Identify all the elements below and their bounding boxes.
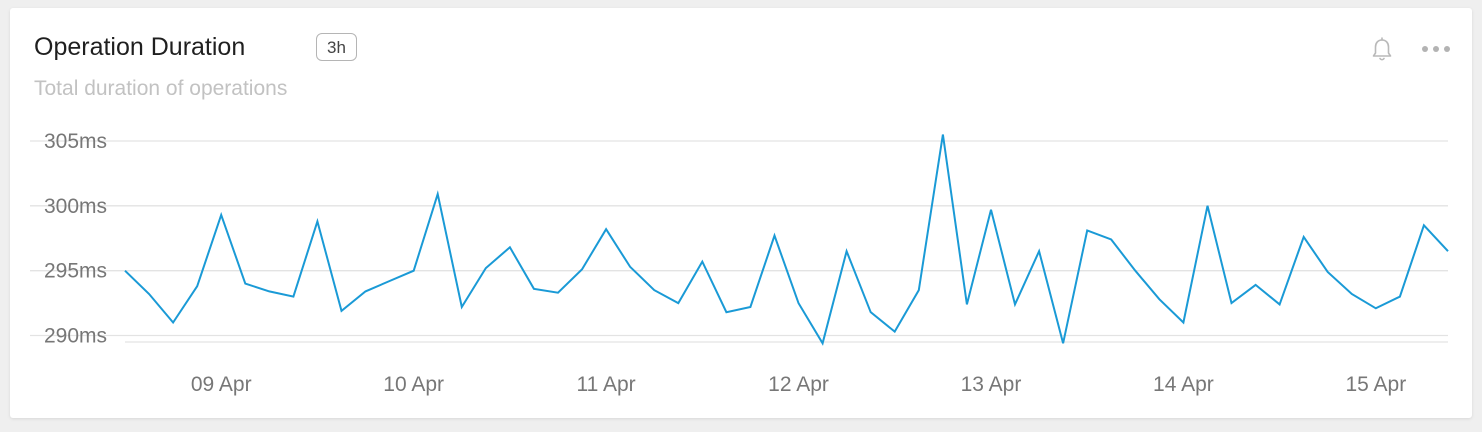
y-tick-label: 300ms: [44, 195, 107, 218]
x-tick-label: 15 Apr: [1345, 373, 1406, 396]
data-point[interactable]: [769, 231, 779, 241]
data-point[interactable]: [240, 279, 250, 289]
time-range-badge[interactable]: 3h: [316, 33, 357, 61]
chart-card: Operation Duration 3h Total duration of …: [10, 8, 1472, 418]
data-point[interactable]: [1202, 201, 1212, 211]
data-point[interactable]: [192, 281, 202, 291]
data-point[interactable]: [866, 307, 876, 317]
line-chart: 290ms 295ms 300ms 305ms 09 Apr 10 Apr 11 Apr 12…: [30, 129, 1453, 396]
data-point[interactable]: [577, 264, 587, 274]
data-point[interactable]: [144, 289, 154, 299]
data-point[interactable]: [1443, 246, 1453, 256]
x-tick-label: 13 Apr: [961, 373, 1022, 396]
data-point[interactable]: [794, 298, 804, 308]
data-point[interactable]: [601, 224, 611, 234]
data-point[interactable]: [336, 306, 346, 316]
data-point[interactable]: [697, 257, 707, 267]
data-point[interactable]: [625, 262, 635, 272]
data-point[interactable]: [914, 285, 924, 295]
data-point[interactable]: [1371, 303, 1381, 313]
data-point[interactable]: [1251, 280, 1261, 290]
data-point[interactable]: [1395, 292, 1405, 302]
data-point[interactable]: [505, 242, 515, 252]
data-point[interactable]: [962, 299, 972, 309]
series-line[interactable]: [124, 134, 1449, 346]
data-point[interactable]: [1178, 318, 1188, 328]
y-tick-label: 305ms: [44, 130, 107, 153]
data-point[interactable]: [1130, 266, 1140, 276]
data-point[interactable]: [1082, 225, 1092, 235]
data-point[interactable]: [1419, 220, 1429, 230]
data-point[interactable]: [481, 263, 491, 273]
data-point[interactable]: [312, 216, 322, 226]
data-point[interactable]: [1227, 298, 1237, 308]
x-tick-label: 09 Apr: [191, 373, 252, 396]
data-point[interactable]: [938, 129, 948, 139]
data-point[interactable]: [529, 284, 539, 294]
data-point[interactable]: [385, 276, 395, 286]
data-point[interactable]: [1154, 294, 1164, 304]
x-tick-label: 12 Apr: [768, 373, 829, 396]
data-point[interactable]: [433, 189, 443, 199]
data-point[interactable]: [288, 292, 298, 302]
data-point[interactable]: [842, 246, 852, 256]
data-point[interactable]: [1299, 232, 1309, 242]
bell-icon[interactable]: [1369, 36, 1395, 64]
data-point[interactable]: [721, 307, 731, 317]
data-point[interactable]: [1058, 338, 1068, 348]
y-tick-label: 290ms: [44, 325, 107, 348]
x-tick-label: 11 Apr: [577, 373, 636, 396]
chart-title: Operation Duration: [34, 33, 246, 61]
data-point[interactable]: [1034, 246, 1044, 256]
chart-subtitle: Total duration of operations: [34, 77, 288, 100]
y-tick-label: 295ms: [44, 260, 107, 283]
data-point[interactable]: [120, 266, 130, 276]
data-point[interactable]: [409, 266, 419, 276]
x-tick-label: 10 Apr: [383, 373, 444, 396]
data-point[interactable]: [1010, 299, 1020, 309]
data-point[interactable]: [1347, 289, 1357, 299]
more-horizontal-icon[interactable]: [1419, 36, 1453, 62]
data-point[interactable]: [649, 285, 659, 295]
data-point[interactable]: [1106, 235, 1116, 245]
data-point[interactable]: [264, 286, 274, 296]
data-point[interactable]: [168, 318, 178, 328]
data-point[interactable]: [890, 327, 900, 337]
x-tick-label: 14 Apr: [1153, 373, 1214, 396]
data-point[interactable]: [1275, 299, 1285, 309]
data-point[interactable]: [818, 338, 828, 348]
data-point[interactable]: [216, 210, 226, 220]
data-point[interactable]: [553, 288, 563, 298]
data-point[interactable]: [745, 302, 755, 312]
data-point[interactable]: [361, 286, 371, 296]
data-point[interactable]: [673, 298, 683, 308]
data-point[interactable]: [457, 302, 467, 312]
data-point[interactable]: [1323, 267, 1333, 277]
data-point[interactable]: [986, 205, 996, 215]
